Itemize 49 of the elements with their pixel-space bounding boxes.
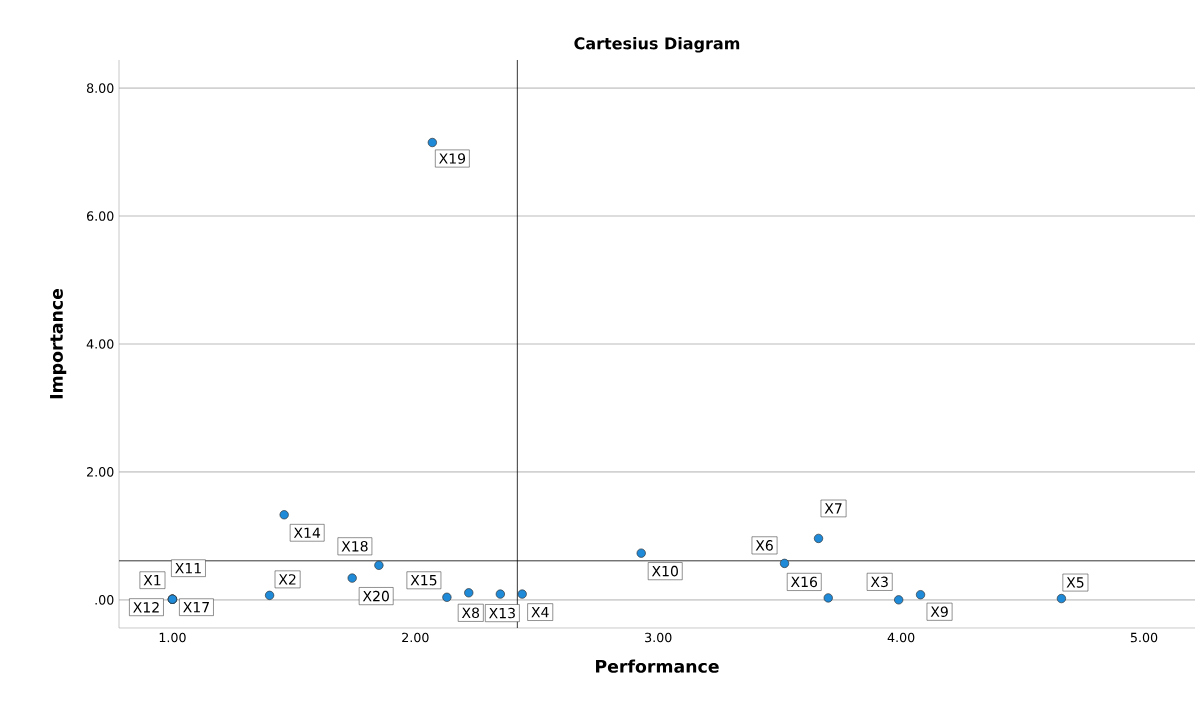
- point: [464, 588, 474, 598]
- point: [442, 592, 452, 602]
- annotation: X14: [293, 527, 321, 538]
- point: [779, 558, 790, 568]
- annotation: X3: [870, 576, 888, 588]
- point: [279, 510, 289, 520]
- point: [347, 573, 357, 583]
- y-tick-label: 2.00: [87, 467, 114, 477]
- y-tick-label: 6.00: [86, 211, 114, 221]
- point: [915, 590, 926, 600]
- annotation: X15: [410, 575, 437, 586]
- x-tick-label: 5.00: [1130, 632, 1158, 643]
- annotation: X18: [341, 541, 368, 552]
- annotation: X1: [143, 575, 161, 586]
- point: [823, 593, 833, 603]
- point: [427, 137, 437, 148]
- annotation: X20: [362, 590, 389, 602]
- annotation: X16: [790, 576, 818, 588]
- annotation: X17: [183, 602, 209, 613]
- point: [1056, 593, 1067, 604]
- y-tick-label: 8.00: [86, 83, 114, 93]
- point: [636, 548, 646, 558]
- point: [894, 595, 904, 605]
- annotation: X10: [651, 565, 678, 577]
- annotation: X11: [175, 563, 201, 574]
- x-tick-label: 3.00: [645, 632, 672, 643]
- point: [374, 560, 384, 570]
- annotation: X12: [133, 602, 159, 613]
- chart-title: Cartesius Diagram: [574, 37, 740, 53]
- point: [517, 589, 527, 599]
- annotation: X19: [439, 153, 466, 164]
- annotation: X9: [930, 606, 948, 618]
- annotation: X5: [1066, 577, 1084, 588]
- y-axis-title: Importance: [50, 288, 67, 399]
- annotation: X13: [489, 607, 515, 619]
- annotation: X2: [278, 574, 296, 585]
- annotation: X8: [461, 607, 480, 619]
- x-tick-label: 4.00: [887, 632, 915, 643]
- y-tick-label: 4.00: [86, 339, 114, 349]
- annotation: X6: [755, 540, 773, 551]
- point: [813, 533, 824, 544]
- annotation: X4: [531, 606, 549, 618]
- point: [495, 589, 505, 599]
- x-axis-title: Performance: [596, 659, 719, 673]
- x-tick-label: 1.00: [159, 632, 186, 643]
- y-tick-label: .00: [95, 595, 114, 605]
- annotation: X7: [824, 503, 842, 514]
- point: [264, 590, 275, 600]
- x-tick-label: 2.00: [402, 632, 429, 643]
